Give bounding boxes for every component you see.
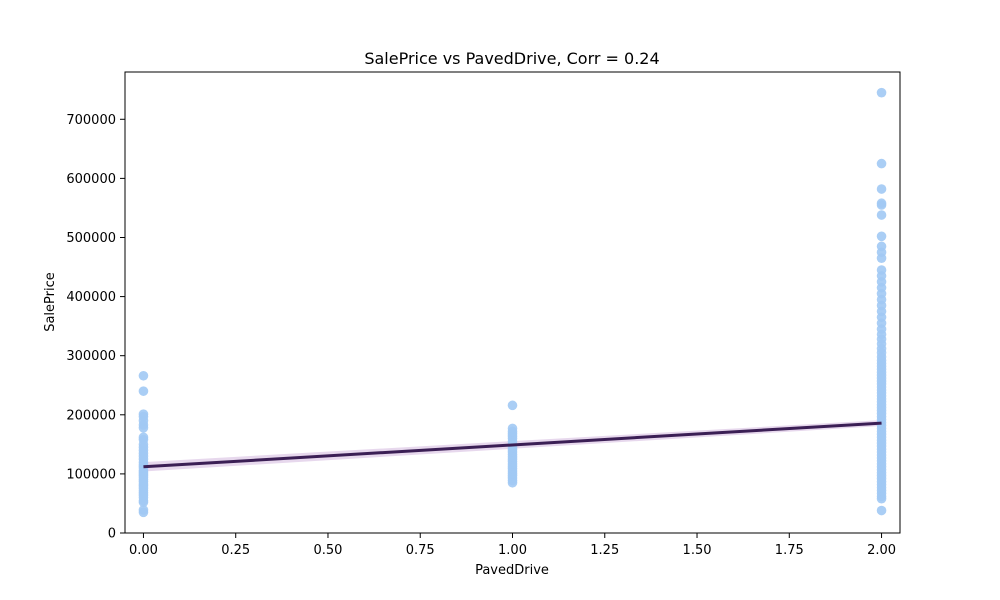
data-point [876, 87, 887, 98]
points-layer [138, 87, 887, 518]
regression-line [143, 421, 882, 469]
data-point [138, 386, 149, 396]
y-axis-ticks: 0 100000 200000 300000 400000 500000 600000 700… [66, 113, 125, 542]
y-tick-label: 300000 [66, 349, 116, 364]
data-point [876, 158, 887, 169]
x-axis-ticks: 0.00 0.25 0.50 0.75 1.00 1.25 1.50 1.75 2.00 [129, 533, 896, 558]
regression-line-layer [143, 421, 882, 469]
x-tick-label: 0.75 [406, 543, 435, 558]
x-tick-label: 1.50 [683, 543, 712, 558]
y-tick-label: 100000 [66, 467, 116, 482]
chart-title: SalePrice vs PavedDrive, Corr = 0.24 [364, 49, 659, 68]
data-point [138, 370, 149, 381]
data-point [507, 400, 518, 411]
data-point [876, 505, 887, 516]
data-point [876, 265, 887, 275]
x-tick-label: 0.50 [313, 543, 342, 558]
x-tick-label: 0.00 [129, 543, 158, 558]
data-point [876, 184, 887, 194]
x-tick-label: 1.00 [498, 543, 527, 558]
data-point [876, 241, 887, 252]
data-point [138, 505, 149, 515]
data-point [138, 409, 149, 420]
x-tick-label: 2.00 [867, 543, 896, 558]
y-tick-label: 500000 [66, 231, 116, 246]
y-tick-label: 400000 [66, 290, 116, 305]
x-axis-label: PavedDrive [475, 563, 549, 578]
y-tick-label: 600000 [66, 172, 116, 187]
data-point [876, 198, 887, 209]
data-point [138, 432, 149, 443]
y-tick-label: 700000 [66, 113, 116, 128]
data-point [507, 423, 518, 434]
data-point [876, 231, 887, 242]
x-tick-label: 1.75 [775, 543, 804, 558]
y-tick-label: 0 [108, 527, 116, 542]
x-tick-label: 0.25 [221, 543, 250, 558]
y-tick-label: 200000 [66, 408, 116, 423]
y-axis-label: SalePrice [43, 272, 58, 332]
x-tick-label: 1.25 [590, 543, 619, 558]
data-point [876, 210, 887, 220]
